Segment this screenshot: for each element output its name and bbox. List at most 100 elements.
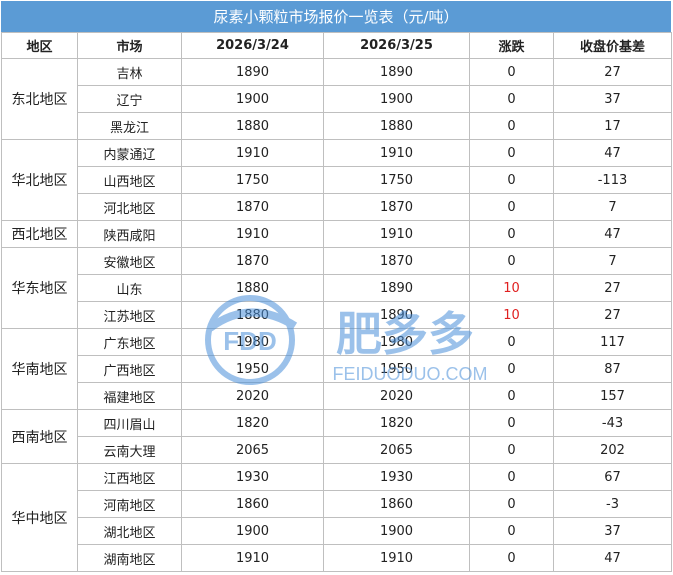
price-3-25-cell: 1910 [323, 544, 470, 572]
price-3-24-cell: 1880 [181, 301, 324, 329]
basis-cell: 87 [553, 355, 672, 383]
region-cell: 华中地区 [1, 463, 78, 572]
table-row: 湖南地区 1910 1910 0 47 [2, 544, 672, 572]
price-3-24-cell: 1930 [181, 463, 324, 491]
table-row: 东北地区 吉林 1890 1890 0 27 [1, 58, 672, 140]
change-cell: 0 [469, 409, 554, 437]
basis-cell: 117 [553, 328, 672, 356]
price-3-25-cell: 1900 [323, 517, 470, 545]
table-row: 华中地区 江西地区 1930 1930 0 67 [1, 463, 672, 572]
change-cell: 0 [469, 355, 554, 383]
basis-cell: 47 [553, 139, 672, 167]
change-cell: 0 [469, 436, 554, 464]
price-3-24-cell: 1950 [181, 355, 324, 383]
basis-cell: 27 [553, 58, 672, 86]
table-row: 华南地区 广东地区 1980 1980 0 117 [1, 328, 672, 410]
table-row: 云南大理 2065 2065 0 202 [2, 436, 672, 464]
change-cell: 0 [469, 220, 554, 248]
table-row: 华北地区 内蒙通辽 1910 1910 0 47 [1, 139, 672, 221]
market-cell: 吉林 [77, 58, 182, 86]
change-cell: 0 [469, 112, 554, 140]
market-cell: 福建地区 [77, 382, 182, 410]
market-cell: 广东地区 [77, 328, 182, 356]
market-cell: 安徽地区 [77, 247, 182, 275]
table-row: 广西地区 1950 1950 0 87 [2, 355, 672, 383]
market-cell: 黑龙江 [77, 112, 182, 140]
price-3-25-cell: 1910 [323, 220, 470, 248]
table-header-row: 地区 市场 2026/3/24 2026/3/25 涨跌 收盘价基差 [1, 32, 672, 59]
price-3-25-cell: 1900 [323, 85, 470, 113]
market-cell: 湖南地区 [77, 544, 182, 572]
basis-cell: 67 [553, 463, 672, 491]
market-cell: 江苏地区 [77, 301, 182, 329]
table-row: 黑龙江 1880 1880 0 17 [2, 112, 672, 140]
table-row: 山东 1880 1890 10 27 [2, 274, 672, 302]
basis-cell: 202 [553, 436, 672, 464]
price-3-25-cell: 1870 [323, 247, 470, 275]
basis-cell: -43 [553, 409, 672, 437]
region-cell: 华东地区 [1, 247, 78, 329]
price-3-24-cell: 1750 [181, 166, 324, 194]
table-row: 福建地区 2020 2020 0 157 [2, 382, 672, 410]
market-cell: 辽宁 [77, 85, 182, 113]
price-3-24-cell: 1980 [181, 328, 324, 356]
change-cell: 0 [469, 193, 554, 221]
price-3-25-cell: 1890 [323, 274, 470, 302]
table-body: 东北地区 吉林 1890 1890 0 27 辽宁 1900 1900 0 37 黑龙江 1880 188… [1, 58, 672, 572]
market-cell: 湖北地区 [77, 517, 182, 545]
header-change: 涨跌 [469, 32, 554, 59]
change-cell: 0 [469, 166, 554, 194]
market-cell: 云南大理 [77, 436, 182, 464]
table-title: 尿素小颗粒市场报价一览表（元/吨） [1, 1, 671, 32]
market-cell: 山西地区 [77, 166, 182, 194]
price-3-25-cell: 2065 [323, 436, 470, 464]
price-3-24-cell: 1900 [181, 85, 324, 113]
table-row: 河南地区 1860 1860 0 -3 [2, 490, 672, 518]
price-3-24-cell: 1900 [181, 517, 324, 545]
price-3-25-cell: 1890 [323, 301, 470, 329]
table-row: 湖北地区 1900 1900 0 37 [2, 517, 672, 545]
price-3-24-cell: 2065 [181, 436, 324, 464]
table-row: 西南地区 四川眉山 1820 1820 0 -43 [1, 409, 672, 464]
region-cell: 西北地区 [1, 220, 78, 248]
basis-cell: 47 [553, 544, 672, 572]
price-3-24-cell: 1860 [181, 490, 324, 518]
basis-cell: 17 [553, 112, 672, 140]
price-3-24-cell: 1890 [181, 58, 324, 86]
basis-cell: 157 [553, 382, 672, 410]
basis-cell: 47 [553, 220, 672, 248]
price-3-24-cell: 1880 [181, 112, 324, 140]
market-cell: 陕西咸阳 [77, 220, 182, 248]
table-row: 辽宁 1900 1900 0 37 [2, 85, 672, 113]
table-row: 西北地区 陕西咸阳 1910 1910 0 47 [1, 220, 672, 248]
change-cell: 10 [469, 274, 554, 302]
table-row: 山西地区 1750 1750 0 -113 [2, 166, 672, 194]
market-cell: 河南地区 [77, 490, 182, 518]
price-3-24-cell: 1910 [181, 139, 324, 167]
basis-cell: 27 [553, 301, 672, 329]
price-3-25-cell: 1750 [323, 166, 470, 194]
basis-cell: 37 [553, 85, 672, 113]
basis-cell: 7 [553, 247, 672, 275]
price-3-24-cell: 1880 [181, 274, 324, 302]
change-cell: 0 [469, 58, 554, 86]
price-3-25-cell: 1870 [323, 193, 470, 221]
price-3-24-cell: 1820 [181, 409, 324, 437]
price-3-25-cell: 1980 [323, 328, 470, 356]
price-3-25-cell: 2020 [323, 382, 470, 410]
basis-cell: 37 [553, 517, 672, 545]
header-basis: 收盘价基差 [553, 32, 672, 59]
price-3-25-cell: 1910 [323, 139, 470, 167]
change-cell: 0 [469, 247, 554, 275]
price-3-25-cell: 1820 [323, 409, 470, 437]
basis-cell: 27 [553, 274, 672, 302]
market-cell: 四川眉山 [77, 409, 182, 437]
header-market: 市场 [77, 32, 182, 59]
change-cell: 0 [469, 85, 554, 113]
price-3-25-cell: 1930 [323, 463, 470, 491]
table-row: 河北地区 1870 1870 0 7 [2, 193, 672, 221]
region-cell: 东北地区 [1, 58, 78, 140]
change-cell: 0 [469, 463, 554, 491]
price-3-24-cell: 1910 [181, 544, 324, 572]
